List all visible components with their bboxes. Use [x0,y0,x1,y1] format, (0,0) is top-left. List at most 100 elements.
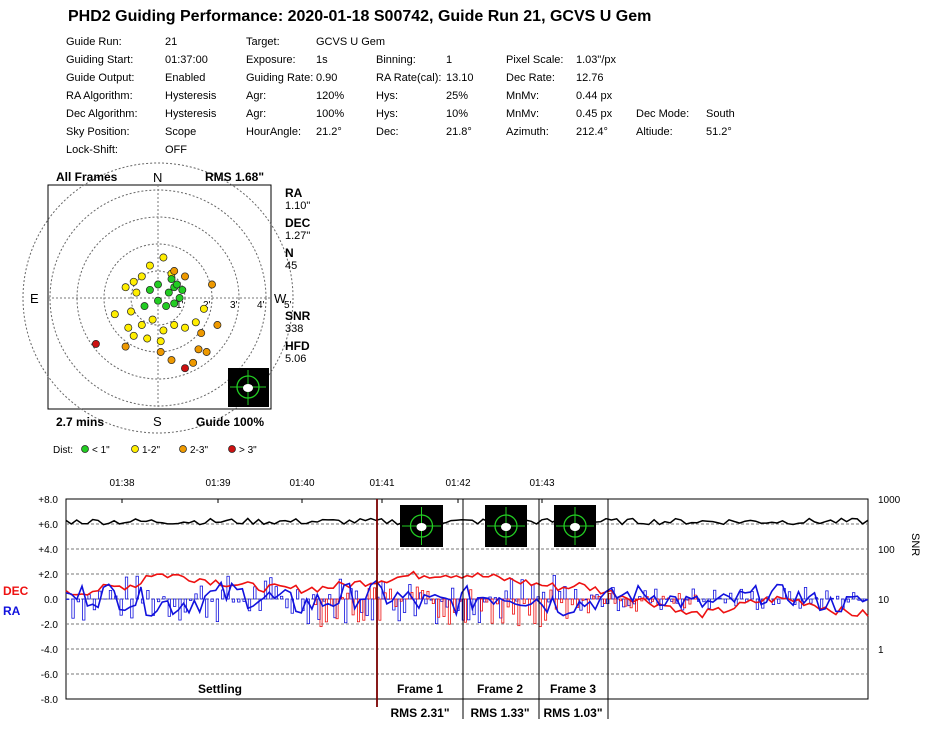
legend-swatch [131,445,139,453]
dec-correction-bar [651,598,654,602]
ra-correction-bar [312,594,316,600]
legend-label: > 3" [239,445,257,456]
snr-axis-label: SNR [909,533,921,556]
ra-correction-bar [173,598,177,607]
y-tick-label: -4.0 [41,645,59,656]
info-label: Guide Run: [66,36,122,48]
dec-correction-bar [517,598,521,627]
time-label: 01:40 [289,478,314,489]
info-label: Lock-Shift: [66,144,118,156]
ra-correction-bar [151,598,155,616]
dec-correction-bar [506,598,510,608]
info-value: 21.2° [316,126,342,138]
guide-point [167,356,176,365]
info-label: Dec Mode: [636,108,690,120]
dec-correction-bar [533,598,537,624]
time-label: 01:42 [445,478,470,489]
guide-point [143,334,152,343]
ra-correction-bar [413,598,417,617]
dec-correction-bar [389,588,393,600]
dec-correction-bar [624,598,628,607]
info-value: GCVS U Gem [316,36,386,48]
info-label: Agr: [246,108,267,120]
ra-correction-bar [82,598,86,621]
info-value: 0.44 px [576,90,613,102]
y-tick-label: 0.0 [44,595,58,606]
dec-correction-bar [528,598,532,616]
info-label: Agr: [246,90,267,102]
guide-point [129,277,138,286]
legend-label: < 1" [92,445,110,456]
guide-point [127,307,135,316]
guide-point [202,348,211,356]
stat-value: 338 [285,323,303,335]
guide-point [197,329,206,338]
ra-correction-bar [199,585,203,600]
stat-value: 45 [285,260,297,272]
snr-tick-label: 100 [878,545,895,556]
ra-correction-bar [750,591,754,600]
dec-correction-bar [335,598,339,620]
ra-correction-bar [520,579,524,600]
section-label: Frame 1 [397,682,443,696]
guide-point [156,348,165,356]
stat-label: HFD [285,339,310,353]
ra-correction-bar [119,598,123,616]
dec-correction-bar [570,598,574,606]
guide-point [121,283,130,292]
dec-correction-bar [677,593,681,600]
ra-correction-bar [237,598,241,603]
legend-swatch [81,445,89,453]
info-value: OFF [165,144,187,156]
guide-point [159,253,168,262]
info-label: Dec Rate: [506,72,555,84]
legend-title: Dist: [53,445,73,456]
ra-correction-bar [370,598,375,621]
ra-correction-bar [803,587,808,600]
ring-label: 3' [230,300,238,311]
ra-correction-bar [108,590,113,600]
legend-dec: DEC [3,584,29,598]
guide-point [164,288,173,297]
ra-correction-bar [755,598,760,610]
guide-point [194,345,203,354]
guide-point [132,288,141,297]
ra-correction-bar [162,596,166,600]
dec-correction-bar [463,598,467,623]
ra-series-line [65,579,869,618]
info-label: Guiding Start: [66,54,134,66]
legend-label: 1-2" [142,445,160,456]
stat-label: SNR [285,309,311,323]
dec-correction-bar [324,598,328,623]
ra-correction-bar [557,590,562,600]
ra-correction-bar [574,589,578,600]
ra-correction-bar [365,598,369,616]
info-label: Binning: [376,54,416,66]
guiding-timeline-panel: +8.0+6.0+4.0+2.00.0-2.0-4.0-6.0-8.010001… [3,478,921,720]
stat-value: 1.27" [285,230,310,242]
y-tick-label: -8.0 [41,695,59,706]
time-label: 01:43 [529,478,554,489]
dec-correction-bar [356,598,360,623]
ra-correction-bar [215,598,220,623]
info-label: Dec Algorithm: [66,108,138,120]
info-label: Guiding Rate: [246,72,314,84]
dec-correction-bar [672,598,676,604]
ra-correction-bar [691,588,695,600]
guide-point [170,321,179,329]
compass-n: N [153,170,162,185]
ra-correction-bar [247,598,252,612]
guide-point [199,304,208,313]
ra-correction-bar [274,586,278,600]
dec-correction-bar [592,595,596,600]
compass-w: W [274,291,287,306]
guide-point [175,294,184,302]
dec-correction-bar [399,598,403,602]
dec-correction-bar [490,598,494,624]
info-value: 25% [446,90,469,102]
ra-correction-bar [226,575,230,600]
ra-correction-bar [402,598,407,613]
guide-point [156,337,165,346]
info-label: Dec: [376,126,399,138]
info-value: 1.03"/px [576,54,616,66]
